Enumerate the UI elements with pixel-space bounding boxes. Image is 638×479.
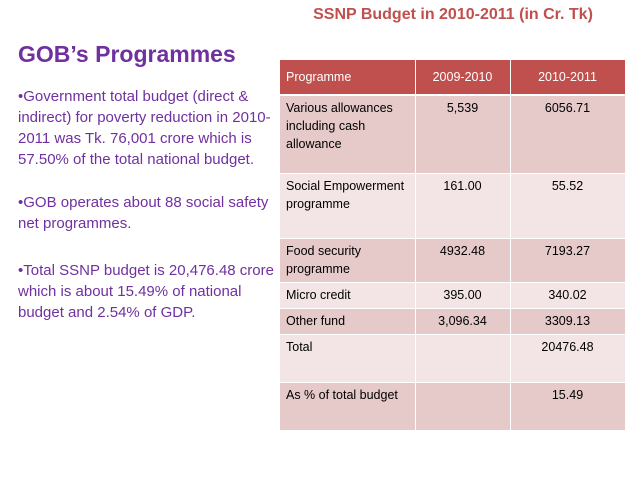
cell-2009-2010: 395.00 bbox=[415, 282, 511, 309]
table-row: Total 20476.48 bbox=[280, 334, 626, 383]
cell-programme: Micro credit bbox=[280, 282, 416, 309]
cell-2010-2011: 55.52 bbox=[510, 173, 626, 239]
cell-2009-2010 bbox=[415, 382, 511, 431]
header-2009-2010: 2009-2010 bbox=[415, 60, 511, 96]
bullet-list: •Government total budget (direct & indir… bbox=[18, 86, 278, 323]
cell-programme: Total bbox=[280, 334, 416, 383]
cell-2010-2011: 6056.71 bbox=[510, 95, 626, 174]
cell-programme: Various allowances including cash allowa… bbox=[280, 95, 416, 174]
bullet-ssnp-total: •Total SSNP budget is 20,476.48 crore wh… bbox=[18, 262, 274, 321]
header-programme: Programme bbox=[280, 60, 416, 96]
cell-2010-2011: 340.02 bbox=[510, 282, 626, 309]
table-row: Micro credit 395.00 340.02 bbox=[280, 282, 626, 309]
header-2010-2011: 2010-2011 bbox=[510, 60, 626, 96]
table-row: As % of total budget 15.49 bbox=[280, 382, 626, 431]
table-row: Other fund 3,096.34 3309.13 bbox=[280, 308, 626, 335]
table-header-row: Programme 2009-2010 2010-2011 bbox=[280, 60, 626, 96]
bullet-ssn-programmes: •GOB operates about 88 social safety net… bbox=[18, 194, 269, 232]
cell-2010-2011: 7193.27 bbox=[510, 238, 626, 283]
budget-table: Programme 2009-2010 2010-2011 Various al… bbox=[280, 60, 626, 431]
bullet-poverty-budget: •Government total budget (direct & indir… bbox=[18, 88, 271, 168]
cell-2009-2010: 161.00 bbox=[415, 173, 511, 239]
table-row: Food security programme 4932.48 7193.27 bbox=[280, 238, 626, 283]
cell-2010-2011: 20476.48 bbox=[510, 334, 626, 383]
table-row: Various allowances including cash allowa… bbox=[280, 95, 626, 174]
cell-2010-2011: 15.49 bbox=[510, 382, 626, 431]
cell-programme: As % of total budget bbox=[280, 382, 416, 431]
cell-2009-2010: 5,539 bbox=[415, 95, 511, 174]
table-title: SSNP Budget in 2010-2011 (in Cr. Tk) bbox=[313, 6, 593, 23]
table-row: Social Empowerment programme 161.00 55.5… bbox=[280, 173, 626, 239]
cell-2010-2011: 3309.13 bbox=[510, 308, 626, 335]
cell-2009-2010: 3,096.34 bbox=[415, 308, 511, 335]
cell-2009-2010 bbox=[415, 334, 511, 383]
cell-programme: Food security programme bbox=[280, 238, 416, 283]
cell-programme: Other fund bbox=[280, 308, 416, 335]
page-title: GOB’s Programmes bbox=[18, 41, 236, 67]
cell-programme: Social Empowerment programme bbox=[280, 173, 416, 239]
cell-2009-2010: 4932.48 bbox=[415, 238, 511, 283]
